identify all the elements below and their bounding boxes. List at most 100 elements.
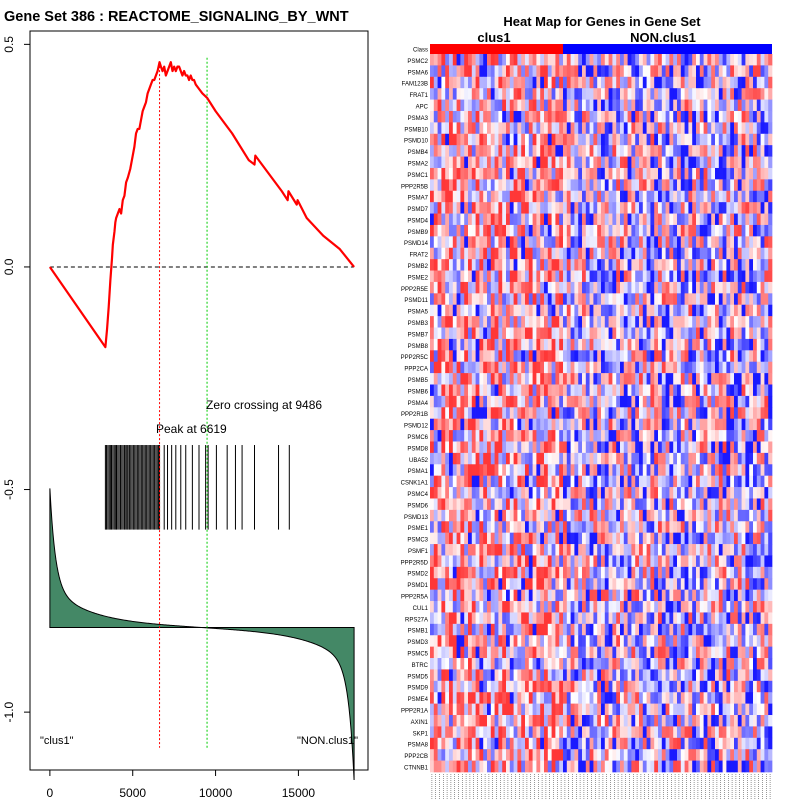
heatmap-cell: [547, 145, 552, 157]
heatmap-cell: [555, 110, 560, 123]
heatmap-cell: [456, 179, 461, 192]
heatmap-cell: [528, 544, 533, 556]
heatmap-cell: [756, 54, 761, 66]
heatmap-cell: [756, 441, 761, 454]
heatmap-cell: [764, 76, 769, 89]
heatmap-cell: [536, 167, 541, 180]
heatmap-row: [430, 179, 773, 192]
heatmap-cell: [730, 646, 735, 659]
heatmap-cell: [680, 338, 685, 351]
heatmap-cell: [490, 259, 495, 271]
heatmap-cell: [433, 384, 438, 397]
heatmap-cell: [688, 122, 693, 135]
heatmap-cell: [707, 259, 712, 271]
heatmap-cell: [749, 190, 754, 203]
heatmap-cell: [540, 544, 545, 556]
heatmap-cell: [452, 464, 457, 477]
class-color-bar: [430, 44, 772, 54]
heatmap-cell: [722, 99, 727, 112]
heatmap-cell: [639, 190, 644, 203]
heatmap-cell: [540, 304, 545, 317]
heatmap-cell: [612, 247, 617, 260]
heatmap-cell: [532, 316, 537, 328]
heatmap-cell: [532, 133, 537, 146]
heatmap-cell: [635, 373, 640, 385]
heatmap-cell: [509, 202, 514, 214]
heatmap-cell: [741, 464, 746, 477]
heatmap-cell: [718, 54, 723, 66]
heatmap-cell: [661, 384, 666, 397]
heatmap-cell: [547, 441, 552, 454]
heatmap-cell: [494, 441, 499, 454]
heatmap-cell: [456, 646, 461, 659]
heatmap-cell: [536, 589, 541, 602]
heatmap-cell: [688, 555, 693, 568]
heatmap-cell: [506, 544, 511, 556]
heatmap-cell: [544, 259, 549, 271]
heatmap-cell: [623, 179, 628, 192]
heatmap-cell: [445, 236, 450, 249]
heatmap-cell: [612, 452, 617, 465]
heatmap-cell: [604, 418, 609, 431]
heatmap-cell: [559, 623, 564, 636]
heatmap-cell: [452, 259, 457, 271]
heatmap-cell: [673, 99, 678, 112]
heatmap-cell: [536, 578, 541, 591]
heatmap-cell: [479, 407, 484, 420]
heatmap-cell: [566, 350, 571, 363]
heatmap-cell: [658, 293, 663, 306]
heatmap-cell: [768, 179, 773, 192]
heatmap-cell: [658, 145, 663, 157]
heatmap-cell: [604, 521, 609, 534]
heatmap-cell: [639, 521, 644, 534]
heatmap-cell: [509, 179, 514, 192]
heatmap-cell: [563, 316, 568, 328]
heatmap-cell: [498, 54, 503, 66]
heatmap-cell: [722, 589, 727, 602]
heatmap-cell: [483, 190, 488, 203]
heatmap-cell: [430, 99, 435, 112]
heatmap-cell: [430, 213, 435, 226]
heatmap-cell: [597, 384, 602, 397]
heatmap-cell: [722, 293, 727, 306]
heatmap-cell: [745, 202, 750, 214]
heatmap-cell: [502, 304, 507, 317]
heatmap-cell: [627, 395, 632, 408]
heatmap-cell: [589, 304, 594, 317]
heatmap-cell: [601, 601, 606, 613]
heatmap-cell: [688, 350, 693, 363]
heatmap-cell: [528, 122, 533, 135]
heatmap-cell: [547, 384, 552, 397]
heatmap-cell: [623, 122, 628, 135]
heatmap-cell: [623, 167, 628, 180]
heatmap-cell: [585, 110, 590, 123]
heatmap-cell: [464, 487, 469, 499]
heatmap-cell: [760, 589, 765, 602]
heatmap-cell: [696, 430, 701, 442]
heatmap-cell: [452, 578, 457, 591]
heatmap-cell: [490, 646, 495, 659]
heatmap-cell: [665, 589, 670, 602]
heatmap-cell: [528, 350, 533, 363]
heatmap-cell: [532, 361, 537, 374]
heatmap-cell: [471, 441, 476, 454]
heatmap-cell: [673, 578, 678, 591]
heatmap-cell: [711, 213, 716, 226]
heatmap-cell: [612, 202, 617, 214]
heatmap-cell: [669, 441, 674, 454]
heatmap-cell: [756, 179, 761, 192]
heatmap-cell: [753, 407, 758, 420]
heatmap-cell: [563, 521, 568, 534]
heatmap-cell: [566, 65, 571, 78]
heatmap-cell: [544, 304, 549, 317]
heatmap-cell: [677, 99, 682, 112]
heatmap-cell: [604, 133, 609, 146]
heatmap-cell: [677, 247, 682, 260]
heatmap-cell: [509, 247, 514, 260]
heatmap-cell: [601, 646, 606, 659]
heatmap-cell: [669, 430, 674, 442]
heatmap-cell: [646, 281, 651, 294]
heatmap-cell: [597, 99, 602, 112]
heatmap-cell: [616, 316, 621, 328]
heatmap-cell: [449, 464, 454, 477]
